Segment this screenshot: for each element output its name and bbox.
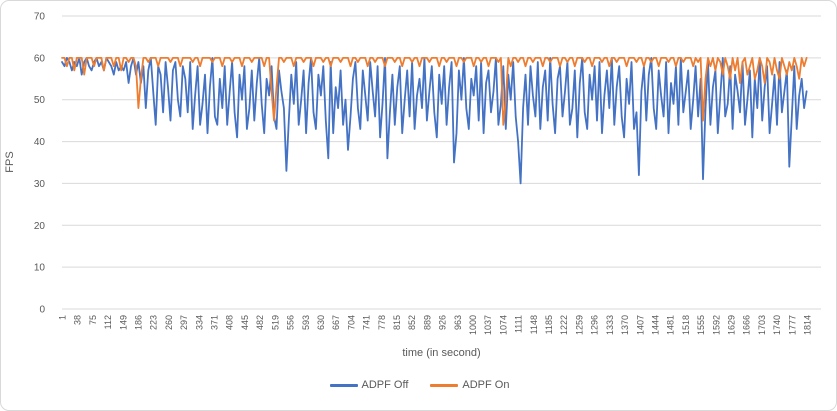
x-tick-label: 1000	[468, 315, 478, 335]
x-tick-label: 1777	[787, 315, 797, 335]
x-tick-label: 371	[210, 315, 220, 330]
x-tick-label: 667	[331, 315, 341, 330]
adpf-on-line-swatch	[430, 383, 459, 387]
x-tick-label: 926	[438, 315, 448, 330]
y-tick-label: 10	[34, 263, 46, 274]
x-tick-label: 75	[88, 315, 98, 325]
x-tick-label: 778	[377, 315, 387, 330]
x-tick-label: 149	[118, 315, 128, 330]
x-tick-label: 556	[286, 315, 296, 330]
x-tick-label: 1666	[742, 315, 752, 335]
x-tick-label: 445	[240, 315, 250, 330]
legend-item-adpf-on: ADPF On	[430, 379, 509, 391]
x-tick-label: 1444	[650, 315, 660, 335]
x-tick-label: 223	[149, 315, 159, 330]
x-tick-label: 1111	[514, 315, 524, 333]
x-axis-title: time (in second)	[402, 347, 481, 359]
x-tick-label: 1370	[620, 315, 630, 335]
x-tick-label: 408	[225, 315, 235, 330]
y-tick-label: 30	[34, 179, 46, 190]
x-tick-label: 1	[58, 315, 68, 320]
x-tick-label: 1555	[696, 315, 706, 335]
series-line-adpf-off	[61, 57, 808, 185]
x-tick-label: 334	[194, 315, 204, 330]
x-tick-label: 815	[392, 315, 402, 330]
x-tick-label: 1074	[498, 315, 508, 335]
y-tick-label: 40	[34, 137, 46, 148]
x-tick-label: 482	[255, 315, 265, 330]
x-tick-label: 1296	[590, 315, 600, 335]
x-tick-label: 186	[134, 315, 144, 330]
y-tick-label: 60	[34, 53, 46, 64]
x-tick-label: 112	[103, 315, 113, 329]
adpf-off-line-swatch	[329, 383, 358, 387]
x-tick-label: 741	[362, 315, 372, 330]
legend-label-adpf-on: ADPF On	[462, 379, 510, 391]
x-tick-label: 1703	[757, 315, 767, 335]
x-tick-label: 1407	[635, 315, 645, 335]
legend-label-adpf-off: ADPF Off	[361, 379, 409, 391]
legend: ADPF Off ADPF On	[1, 379, 836, 391]
x-tick-label: 630	[316, 315, 326, 330]
x-tick-label: 1185	[544, 315, 554, 334]
legend-item-adpf-off: ADPF Off	[329, 379, 409, 391]
x-tick-label: 889	[422, 315, 432, 330]
x-tick-label: 297	[179, 315, 189, 330]
x-tick-label: 1814	[803, 315, 813, 335]
y-tick-label: 70	[34, 12, 46, 23]
x-tick-label: 593	[301, 315, 311, 330]
x-tick-label: 1333	[605, 315, 615, 335]
y-tick-label: 50	[34, 95, 46, 106]
y-tick-label: 0	[39, 305, 45, 316]
x-tick-label: 1259	[574, 315, 584, 335]
x-tick-label: 1222	[559, 315, 569, 335]
x-tick-label: 1629	[726, 315, 736, 335]
x-tick-label: 1592	[711, 315, 721, 335]
series-line-adpf-on	[61, 57, 808, 126]
y-tick-label: 20	[34, 221, 46, 232]
x-tick-label: 704	[346, 315, 356, 330]
x-tick-label: 852	[407, 315, 417, 330]
x-tick-label: 519	[270, 315, 280, 330]
x-tick-label: 1481	[666, 315, 676, 335]
x-tick-label: 1037	[483, 315, 493, 335]
x-tick-label: 1740	[772, 315, 782, 335]
x-tick-label: 260	[164, 315, 174, 330]
x-tick-label: 1148	[529, 315, 539, 334]
x-tick-label: 38	[73, 315, 83, 325]
x-tick-label: 963	[453, 315, 463, 330]
x-tick-label: 1518	[681, 315, 691, 335]
